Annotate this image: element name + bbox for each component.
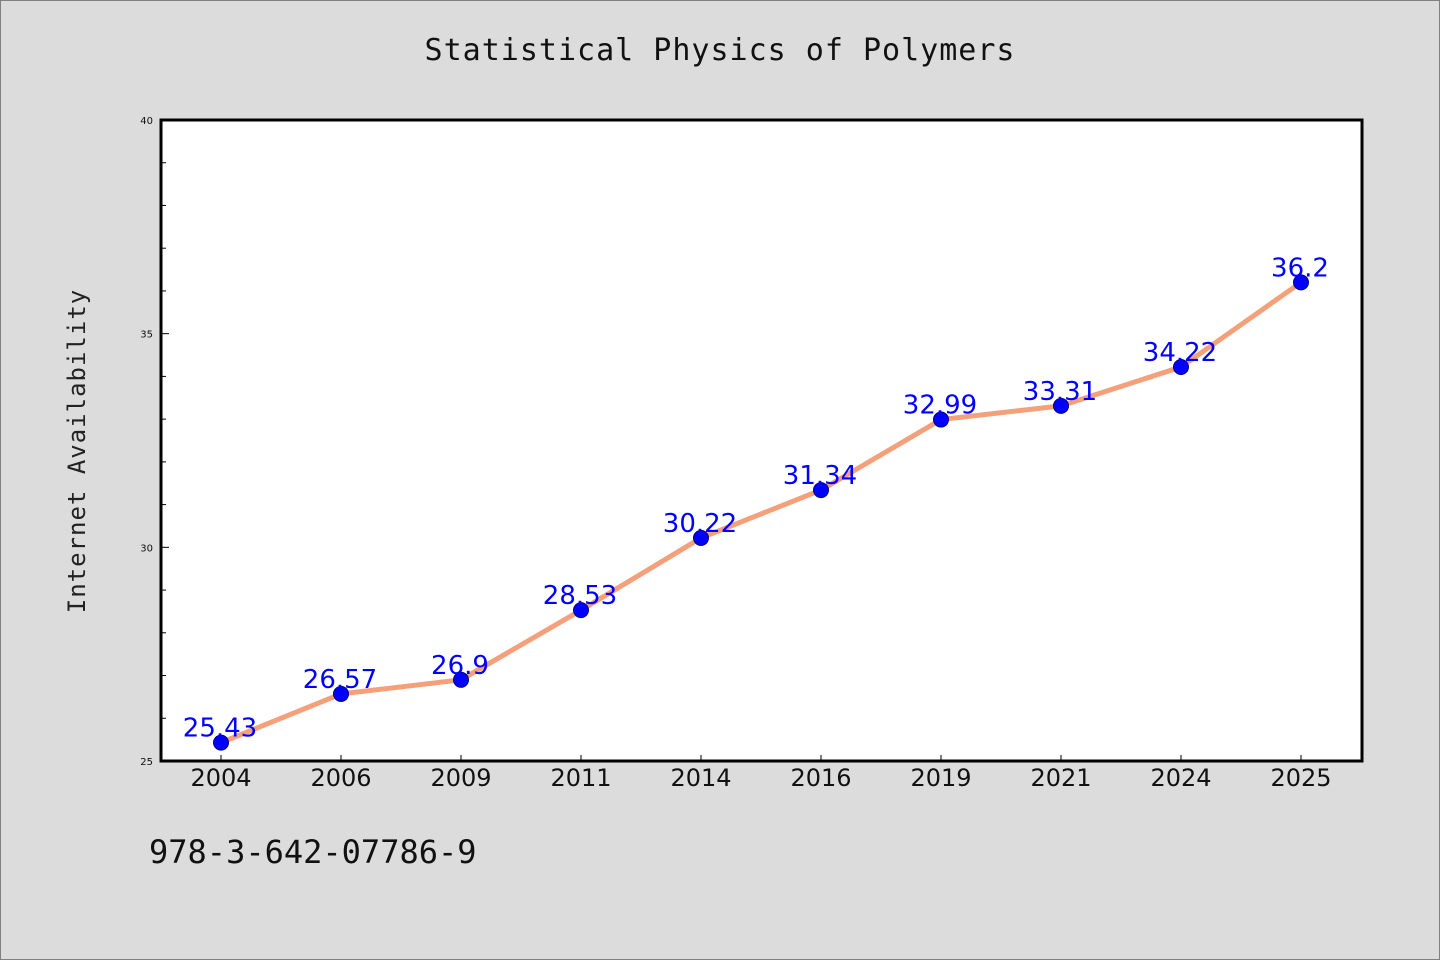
data-point xyxy=(1293,274,1309,291)
x-tick-label: 2014 xyxy=(670,764,731,792)
data-label: 36.2 xyxy=(1271,253,1329,283)
series-line xyxy=(218,279,1304,746)
data-point xyxy=(1053,397,1069,414)
y-tick-label: 35 xyxy=(140,330,153,341)
x-tick-label: 2004 xyxy=(190,764,251,792)
data-label: 30.22 xyxy=(663,509,737,539)
data-point xyxy=(1173,358,1189,375)
y-axis-ticks: 25 30 35 40 xyxy=(140,116,169,768)
data-labels: 25.43 26.57 26.9 28.53 30.22 31.34 32.99 33.31 3… xyxy=(183,253,1329,743)
data-point xyxy=(213,734,229,751)
data-label: 31.34 xyxy=(783,461,857,491)
data-label: 25.43 xyxy=(183,714,257,744)
data-label: 28.53 xyxy=(543,581,617,611)
x-tick-label: 2011 xyxy=(550,764,611,792)
data-point xyxy=(813,482,829,499)
x-tick-label: 2025 xyxy=(1270,764,1331,792)
data-label: 32.99 xyxy=(903,391,977,421)
data-point xyxy=(693,529,709,546)
x-tick-label: 2009 xyxy=(430,764,491,792)
chart-title: Statistical Physics of Polymers xyxy=(424,33,1016,68)
data-label: 26.57 xyxy=(303,665,377,695)
x-tick-label: 2019 xyxy=(910,764,971,792)
data-point xyxy=(333,685,349,702)
data-label: 26.9 xyxy=(431,651,489,681)
y-tick-label: 30 xyxy=(140,543,153,554)
x-tick-label: 2006 xyxy=(310,764,371,792)
data-point xyxy=(933,411,949,428)
isbn-text: 978-3-642-07786-9 xyxy=(149,833,477,871)
data-point xyxy=(453,671,469,688)
x-axis-ticks: 2004 2006 2009 2011 2014 2016 2019 2021 2024 2025 xyxy=(190,755,1332,792)
y-tick-label: 40 xyxy=(140,116,153,127)
data-label: 34.22 xyxy=(1143,338,1217,368)
data-point xyxy=(573,602,589,619)
series-group xyxy=(213,274,1309,751)
x-tick-label: 2021 xyxy=(1030,764,1091,792)
y-tick-label: 25 xyxy=(140,757,153,768)
x-tick-label: 2016 xyxy=(790,764,851,792)
x-tick-label: 2024 xyxy=(1150,764,1211,792)
plot-area xyxy=(159,118,1364,763)
data-label: 33.31 xyxy=(1023,377,1097,407)
